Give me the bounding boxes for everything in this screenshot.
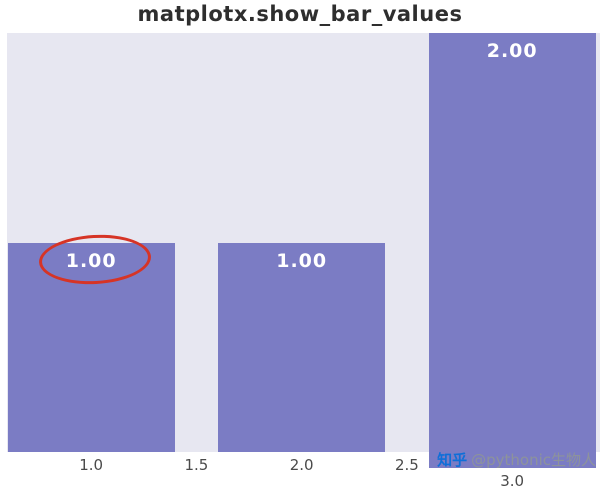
x-tick-label: 2.0 bbox=[289, 456, 314, 474]
bar bbox=[7, 242, 175, 452]
bar-value-label: 2.00 bbox=[486, 40, 538, 62]
x-tick-label: 2.5 bbox=[395, 456, 419, 474]
watermark-text: @pythonic生物人 bbox=[471, 451, 596, 469]
bar-value-label: 1.00 bbox=[65, 249, 117, 272]
bar bbox=[218, 242, 386, 452]
plot-area: 1.00 1.00 2.00 bbox=[7, 33, 600, 468]
x-tick-label: 1.5 bbox=[184, 456, 209, 474]
watermark: 知乎 @pythonic生物人 bbox=[437, 449, 596, 470]
bar-value-label: 1.00 bbox=[276, 249, 328, 272]
bar bbox=[428, 33, 596, 468]
chart-title: matplotx.show_bar_values bbox=[137, 2, 463, 26]
zhihu-logo: 知乎 bbox=[437, 451, 468, 469]
x-tick-label: 1.0 bbox=[79, 456, 104, 474]
x-tick-label: 3.0 bbox=[500, 472, 525, 490]
